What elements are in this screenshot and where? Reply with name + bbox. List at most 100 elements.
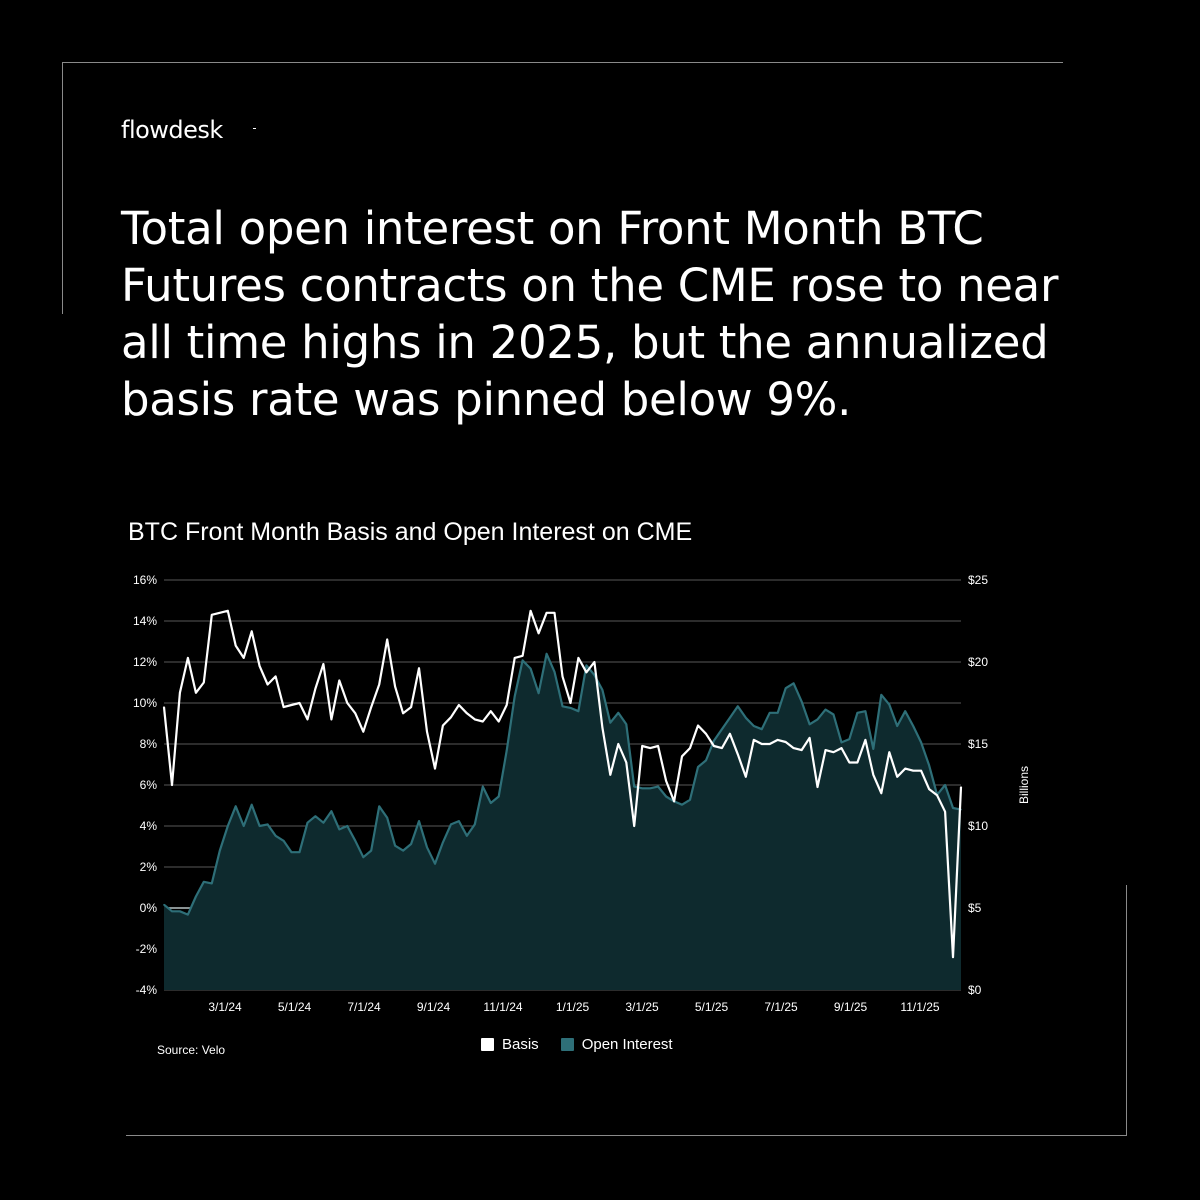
chart-legend: Basis Open Interest: [481, 1036, 695, 1053]
y-left-tick-label: 4%: [140, 819, 158, 833]
open-interest-point: [577, 710, 580, 712]
basis-point: [362, 730, 365, 733]
open-interest-point: [896, 725, 898, 727]
y-right-tick-label: $15: [968, 737, 988, 751]
open-interest-point: [729, 717, 731, 719]
basis-point: [633, 825, 635, 827]
x-tick-label: 5/1/24: [278, 1000, 312, 1014]
basis-point: [505, 704, 508, 706]
open-interest-point: [378, 805, 381, 808]
open-interest-point: [912, 725, 914, 727]
legend-item-open-interest: Open Interest: [560, 1036, 673, 1053]
basis-point: [553, 612, 556, 614]
open-interest-point: [800, 700, 803, 703]
y-right-tick-label: $25: [968, 573, 988, 587]
basis-point: [561, 675, 564, 678]
legend-item-basis: Basis: [481, 1036, 539, 1053]
open-interest-point: [258, 825, 261, 827]
open-interest-point: [689, 799, 691, 801]
open-interest-point: [705, 759, 707, 762]
open-interest-point: [920, 741, 922, 744]
brand-logo-mark: [253, 128, 256, 129]
open-interest-point: [434, 862, 436, 865]
basis-point: [657, 745, 659, 747]
open-interest-point: [537, 692, 540, 694]
open-interest-point: [745, 717, 747, 719]
open-interest-point: [768, 712, 771, 714]
basis-point: [880, 792, 883, 794]
open-interest-point: [219, 849, 221, 852]
basis-point: [665, 780, 667, 782]
basis-point: [944, 810, 946, 813]
open-interest-point: [410, 843, 412, 845]
basis-point: [290, 704, 293, 706]
open-interest-point: [824, 708, 827, 711]
basis-point: [753, 739, 755, 741]
basis-point: [848, 761, 851, 764]
basis-point: [274, 675, 277, 678]
open-interest-point: [553, 671, 556, 673]
basis-point: [617, 743, 620, 745]
basis-point: [370, 706, 373, 708]
x-tick-label: 7/1/25: [764, 1000, 798, 1014]
basis-point: [816, 786, 819, 788]
open-interest-point: [490, 802, 492, 804]
open-interest-point: [944, 784, 946, 786]
basis-point: [585, 671, 588, 674]
basis-point: [426, 730, 428, 733]
basis-point: [513, 657, 516, 659]
basis-point: [625, 761, 628, 764]
open-interest-point: [761, 728, 763, 730]
open-interest-point: [282, 840, 285, 842]
open-interest-point: [394, 844, 396, 847]
basis-point: [314, 687, 317, 690]
basis-point: [466, 712, 468, 715]
open-interest-point: [601, 689, 604, 691]
basis-point: [577, 657, 580, 659]
open-interest-point: [816, 718, 819, 721]
open-interest-point: [513, 695, 516, 698]
basis-point: [673, 800, 675, 803]
open-interest-point: [298, 851, 301, 853]
basis-point: [258, 665, 261, 667]
open-interest-point: [466, 835, 468, 837]
basis-point: [322, 663, 325, 665]
open-interest-point: [864, 710, 867, 712]
basis-point: [864, 739, 867, 741]
basis-point: [330, 718, 333, 721]
open-interest-point: [792, 682, 795, 685]
open-interest-point: [872, 748, 875, 750]
open-interest-point: [211, 882, 213, 885]
open-interest-point: [346, 825, 349, 827]
open-interest-point: [458, 820, 460, 822]
basis-point: [745, 776, 747, 778]
basis-point: [768, 743, 771, 745]
basis-point: [641, 745, 643, 747]
open-interest-point: [928, 764, 930, 767]
basis-point: [649, 747, 651, 749]
basis-point: [187, 657, 189, 659]
open-interest-point: [187, 913, 189, 916]
open-interest-point: [569, 707, 572, 709]
open-interest-point: [234, 805, 237, 808]
x-tick-label: 11/1/25: [900, 1000, 939, 1014]
open-interest-point: [617, 712, 620, 714]
basis-point: [497, 720, 500, 723]
basis-point: [394, 685, 396, 688]
open-interest-point: [609, 721, 612, 724]
legend-label-basis: Basis: [502, 1036, 539, 1053]
basis-point: [569, 702, 572, 704]
open-interest-point: [721, 728, 723, 730]
open-interest-point: [418, 820, 420, 822]
open-interest-point: [840, 741, 843, 744]
x-tick-label: 9/1/24: [417, 1000, 451, 1014]
open-interest-point: [386, 817, 389, 819]
basis-point: [171, 784, 173, 786]
basis-point: [266, 683, 269, 686]
basis-point: [952, 956, 954, 958]
basis-point: [896, 776, 898, 778]
open-interest-point: [904, 710, 906, 712]
basis-point: [242, 657, 245, 659]
basis-point: [904, 767, 906, 770]
